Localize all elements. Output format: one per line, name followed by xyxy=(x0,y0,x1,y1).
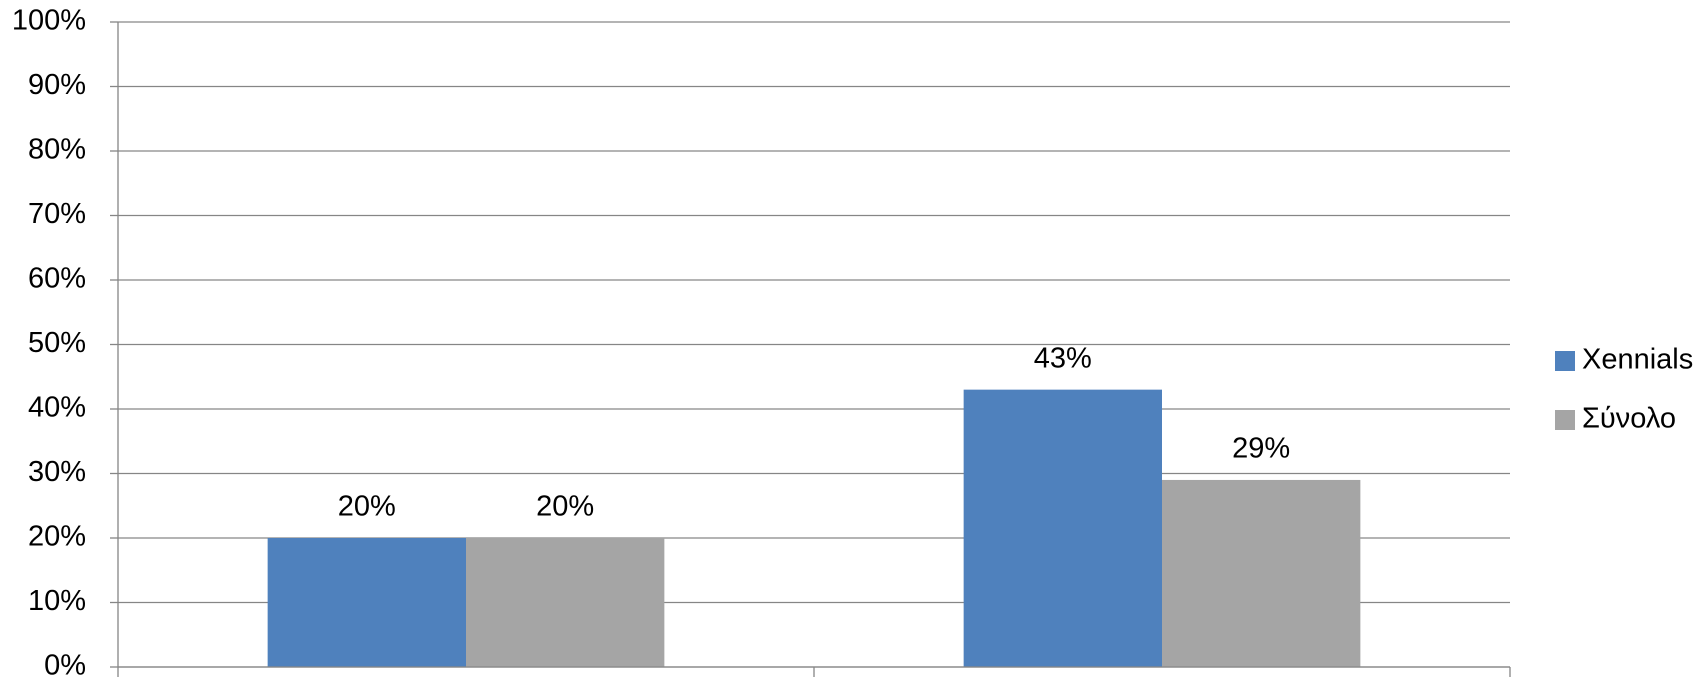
y-tick-label: 20% xyxy=(28,521,86,553)
value-label: 20% xyxy=(536,491,594,523)
bar xyxy=(466,538,665,667)
y-tick-label: 10% xyxy=(28,585,86,617)
y-tick-label: 0% xyxy=(44,650,86,681)
y-tick-label: 100% xyxy=(12,5,86,37)
value-label: 29% xyxy=(1232,433,1290,465)
legend-label: Σύνολο xyxy=(1582,403,1676,435)
value-label: 20% xyxy=(338,491,396,523)
value-label: 43% xyxy=(1034,342,1092,374)
legend-swatch xyxy=(1555,410,1575,430)
y-tick-label: 90% xyxy=(28,69,86,101)
y-tick-label: 50% xyxy=(28,327,86,359)
y-tick-label: 60% xyxy=(28,263,86,295)
y-tick-label: 40% xyxy=(28,392,86,424)
y-tick-label: 70% xyxy=(28,198,86,230)
y-tick-label: 80% xyxy=(28,134,86,166)
legend-swatch xyxy=(1555,351,1575,371)
y-tick-label: 30% xyxy=(28,456,86,488)
bar xyxy=(963,389,1162,667)
bar xyxy=(1162,479,1361,667)
legend-label: Xennials xyxy=(1582,344,1693,376)
bar xyxy=(267,538,466,667)
